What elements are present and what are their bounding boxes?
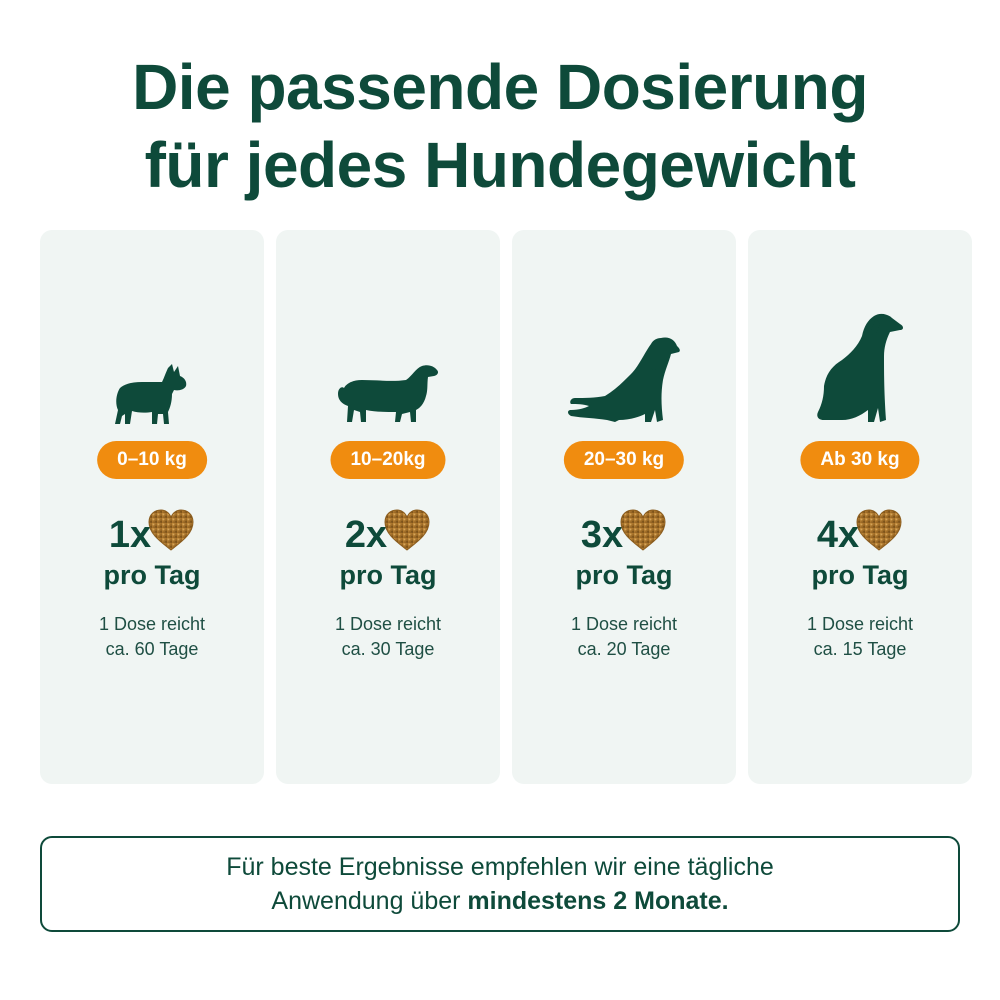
dosage-cards: 0–10 kg 1x pro Tag 1 Dose reicht ca. 60 … <box>40 230 972 784</box>
dose-row: 2x <box>276 509 500 560</box>
dosage-card-3: 20–30 kg 3x pro Tag 1 Dose reicht ca. 20… <box>512 230 736 784</box>
note-line-1: 1 Dose reicht <box>98 614 206 634</box>
recommendation-prefix: Anwendung über <box>271 887 468 915</box>
recommendation-box: Für beste Ergebnisse empfehlen wir eine … <box>40 836 960 932</box>
dose-count: 4x <box>816 514 860 556</box>
title-line-1: Die passende Dosierung <box>132 51 868 123</box>
dose-count: 3x <box>580 514 624 556</box>
note-line-1: 1 Dose reicht <box>570 614 678 634</box>
note-line-2: ca. 15 Tage <box>813 639 907 659</box>
title-line-2: für jedes Hundegewicht <box>144 129 856 201</box>
page-title: Die passende Dosierung für jedes Hundege… <box>0 48 1000 204</box>
dosage-card-2: 10–20kg 2x pro Tag 1 Dose reicht ca. 30 … <box>276 230 500 784</box>
heart-treat-icon <box>384 509 430 551</box>
weight-badge: 10–20kg <box>330 441 446 479</box>
recommendation-line-2: Anwendung über mindestens 2 Monate. <box>271 884 728 918</box>
dose-count: 2x <box>344 514 388 556</box>
per-day-label: pro Tag <box>811 560 909 590</box>
great-dane-icon <box>748 312 972 424</box>
note-line-2: ca. 60 Tage <box>105 639 199 659</box>
dose-row: 4x <box>748 509 972 560</box>
dose-row: 3x <box>512 509 736 560</box>
heart-treat-icon <box>856 509 902 551</box>
per-day-label: pro Tag <box>575 560 673 590</box>
dachshund-icon <box>276 360 500 424</box>
per-day-label: pro Tag <box>103 560 201 590</box>
dose-note: 1 Dose reicht ca. 30 Tage <box>276 612 500 662</box>
heart-treat-icon <box>620 509 666 551</box>
weight-badge: 20–30 kg <box>563 441 685 479</box>
heart-treat-icon <box>148 509 194 551</box>
dose-note: 1 Dose reicht ca. 20 Tage <box>512 612 736 662</box>
dose-count: 1x <box>108 514 152 556</box>
dose-note: 1 Dose reicht ca. 60 Tage <box>40 612 264 662</box>
per-day-label: pro Tag <box>339 560 437 590</box>
note-line-2: ca. 30 Tage <box>341 639 435 659</box>
note-line-2: ca. 20 Tage <box>577 639 671 659</box>
retriever-icon <box>512 334 736 424</box>
dose-note: 1 Dose reicht ca. 15 Tage <box>748 612 972 662</box>
note-line-1: 1 Dose reicht <box>806 614 914 634</box>
recommendation-line-1: Für beste Ergebnisse empfehlen wir eine … <box>226 853 774 881</box>
recommendation-emphasis: mindestens 2 Monate. <box>467 887 729 915</box>
dosage-card-1: 0–10 kg 1x pro Tag 1 Dose reicht ca. 60 … <box>40 230 264 784</box>
note-line-1: 1 Dose reicht <box>334 614 442 634</box>
dosage-card-4: Ab 30 kg 4x pro Tag 1 Dose reicht ca. 15… <box>748 230 972 784</box>
weight-badge: 0–10 kg <box>97 441 207 479</box>
dose-row: 1x <box>40 509 264 560</box>
french-bulldog-icon <box>40 364 264 426</box>
weight-badge: Ab 30 kg <box>800 441 920 479</box>
